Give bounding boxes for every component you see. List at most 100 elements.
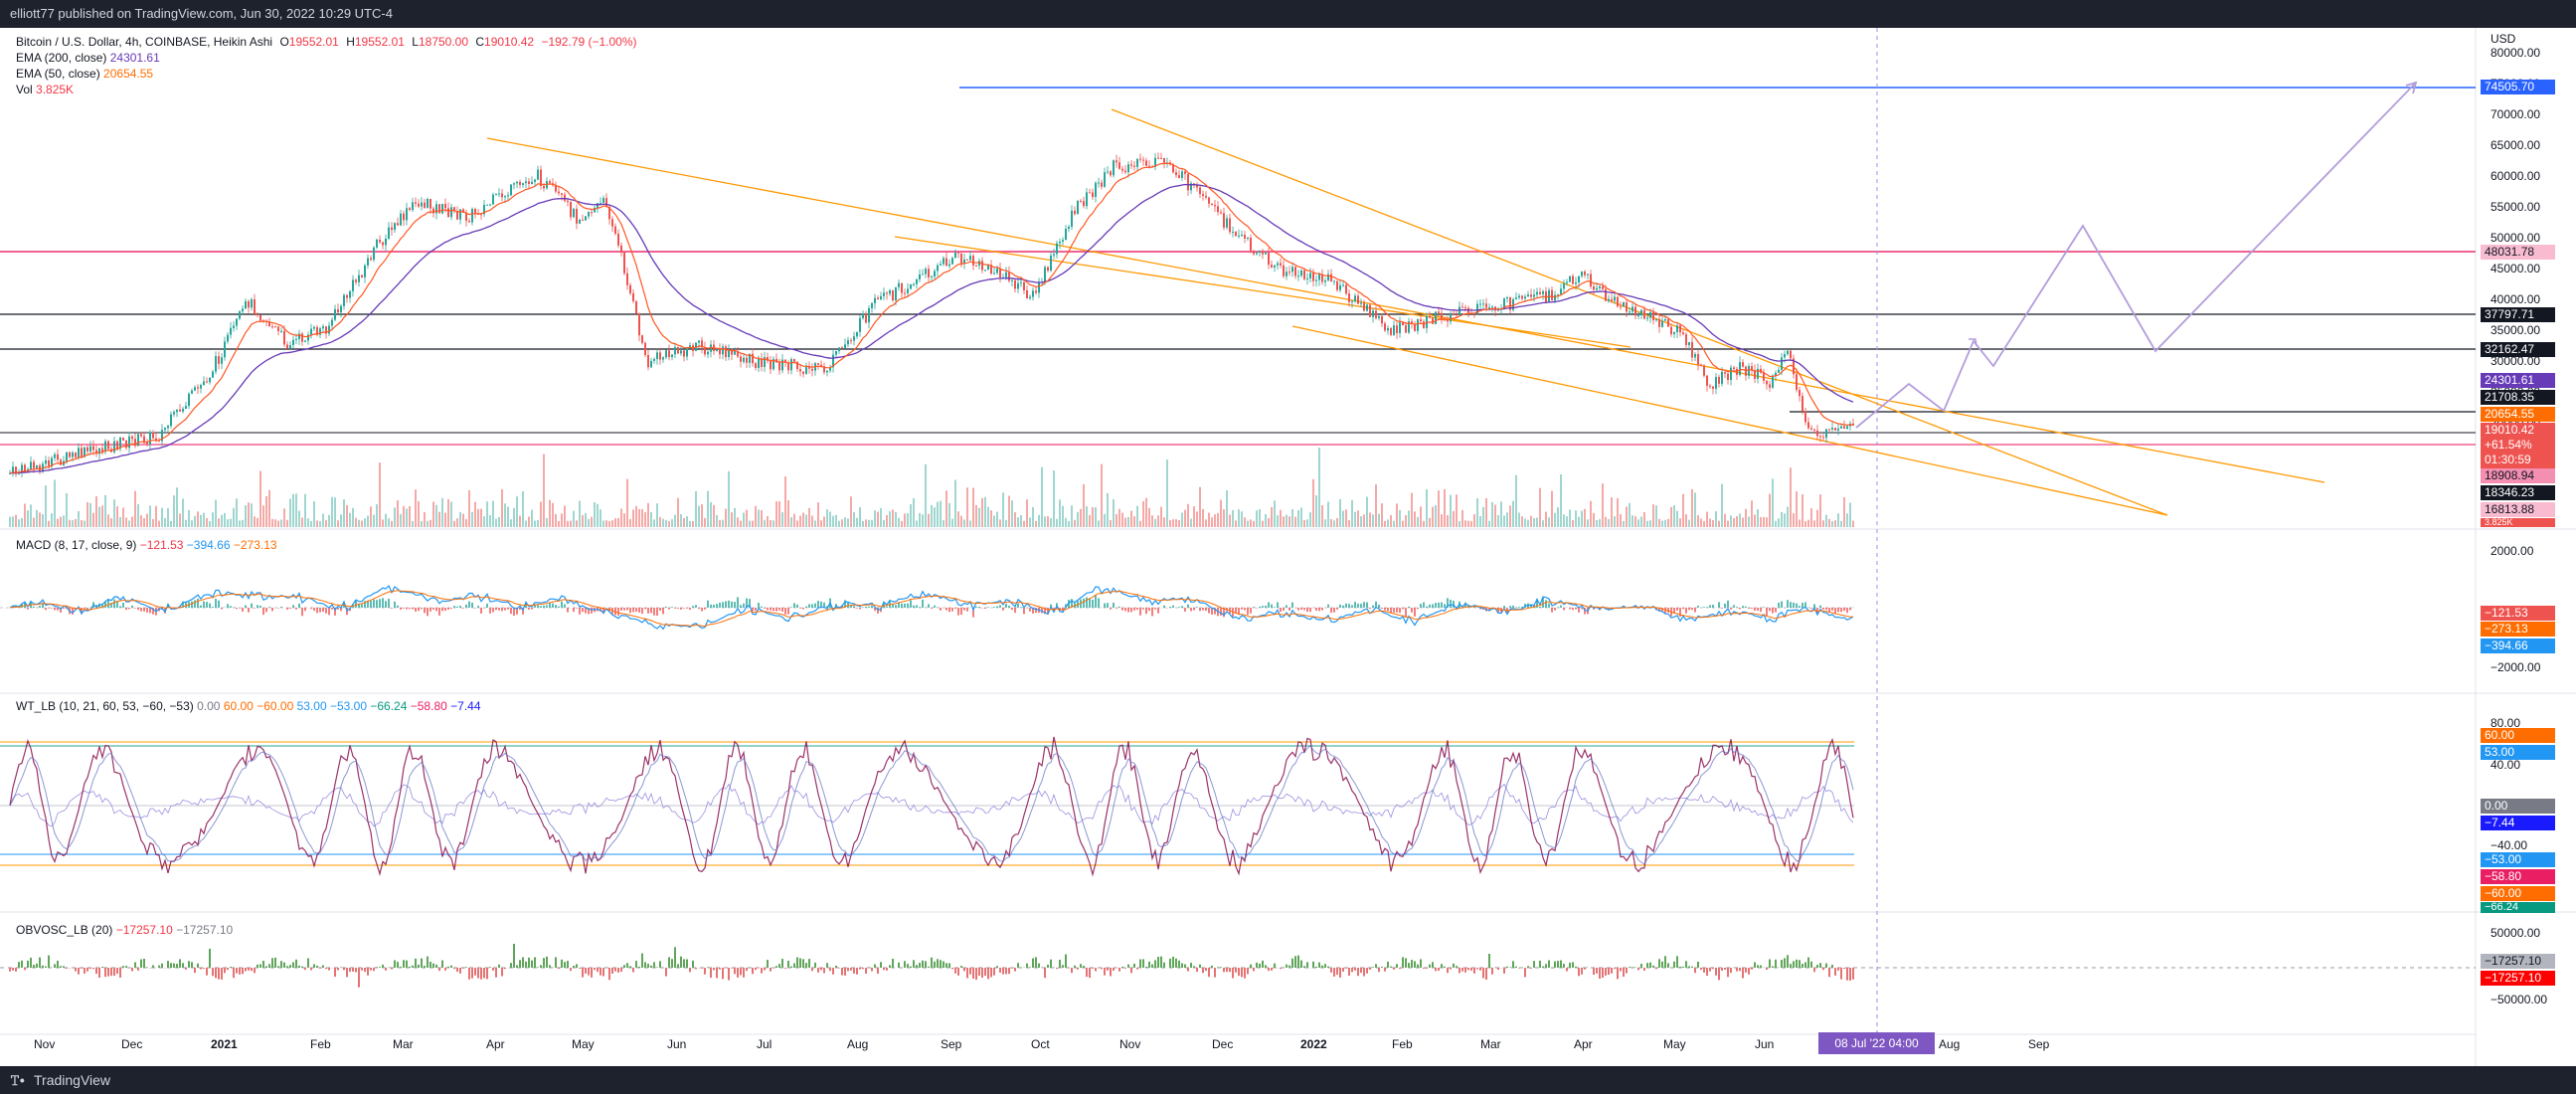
volume-bar — [597, 503, 599, 527]
candle-body — [1023, 281, 1025, 290]
macd-legend[interactable]: MACD (8, 17, close, 9) −121.53 −394.66 −… — [16, 537, 277, 553]
candle-body — [176, 409, 178, 413]
candle-body — [1297, 275, 1299, 277]
volume-bar — [1748, 516, 1750, 527]
volume-bar — [570, 520, 572, 527]
candle-body — [1205, 195, 1207, 198]
volume-bar — [1005, 519, 1007, 527]
main-legend[interactable]: Bitcoin / U.S. Dollar, 4h, COINBASE, Hei… — [16, 34, 637, 97]
symbol-description[interactable]: Bitcoin / U.S. Dollar, 4h, COINBASE, Hei… — [16, 35, 273, 49]
volume-bar — [1116, 513, 1117, 527]
candle-body — [409, 208, 411, 211]
volume-bar — [1351, 499, 1353, 527]
volume-bar — [394, 507, 396, 527]
volume-bar — [844, 517, 846, 527]
volume-bar — [904, 513, 906, 527]
candle-body — [498, 193, 500, 195]
tradingview-brand[interactable]: TradingView — [34, 1072, 111, 1088]
volume-bar — [188, 509, 190, 527]
candle-body — [522, 183, 524, 185]
volume-bar — [1724, 513, 1726, 527]
candle-body — [24, 464, 26, 472]
volume-bar — [1467, 520, 1469, 527]
candle-body — [1229, 218, 1231, 233]
volume-bar — [462, 513, 464, 527]
candle-body — [1309, 273, 1311, 278]
candle-body — [1491, 306, 1493, 308]
volume-bar — [1256, 510, 1258, 527]
volume-bar — [1139, 520, 1141, 527]
wt-legend[interactable]: WT_LB (10, 21, 60, 53, −60, −53) 0.00 60… — [16, 698, 481, 714]
volume-bar — [984, 496, 986, 527]
volume-bar — [1154, 518, 1156, 527]
publish-header: elliott77 published on TradingView.com, … — [0, 0, 2576, 28]
candle-body — [1569, 275, 1571, 282]
chart-canvas[interactable] — [0, 28, 2576, 1066]
candle-body — [122, 437, 124, 441]
candle-body — [1288, 272, 1290, 274]
candle-body — [167, 426, 169, 429]
time-label-1: Dec — [121, 1037, 143, 1051]
volume-bar — [549, 499, 551, 527]
volume-bar — [787, 500, 789, 527]
volume-bar — [1459, 520, 1460, 527]
volume-bar — [546, 517, 548, 527]
time-label-6: May — [572, 1037, 595, 1051]
volume-bar — [901, 520, 903, 527]
candle-body — [1670, 326, 1672, 335]
volume-bar — [510, 519, 512, 527]
volume-bar — [224, 512, 226, 527]
volume-bar — [1461, 509, 1463, 527]
candle-body — [793, 359, 795, 362]
volume-bar — [1590, 500, 1592, 527]
price-tag-21708: 21708.35 — [2481, 390, 2555, 405]
volume-bar — [274, 519, 276, 527]
candle-body — [242, 308, 244, 312]
candle-body — [1405, 325, 1407, 333]
volume-bar — [898, 517, 900, 527]
candle-body — [1220, 212, 1222, 214]
volume-bar — [588, 518, 590, 527]
candle-body — [215, 356, 217, 372]
volume-bar — [749, 520, 751, 527]
volume-bar — [1178, 519, 1180, 527]
volume-label[interactable]: Vol — [16, 83, 33, 96]
ema50-label[interactable]: EMA (50, close) — [16, 67, 100, 81]
volume-bar — [271, 518, 273, 527]
candle-body — [1417, 319, 1419, 331]
time-label-18: May — [1663, 1037, 1686, 1051]
volume-bar — [931, 504, 933, 527]
candle-body — [662, 357, 664, 360]
volume-bar — [1294, 516, 1296, 527]
wt-label[interactable]: WT_LB (10, 21, 60, 53, −60, −53) — [16, 699, 194, 713]
volume-bar — [1315, 495, 1317, 527]
candle-body — [510, 184, 512, 196]
time-label-19: Jun — [1755, 1037, 1775, 1051]
candle-body — [1113, 160, 1115, 176]
candle-body — [1044, 267, 1046, 282]
tradingview-logo-icon[interactable]: 𝚃• — [10, 1072, 25, 1088]
ema200-label[interactable]: EMA (200, close) — [16, 51, 107, 65]
volume-bar — [1098, 520, 1100, 527]
volume-bar — [1536, 517, 1538, 527]
volume-bar — [1742, 517, 1744, 527]
open-label: O — [279, 35, 289, 49]
volume-bar — [614, 518, 616, 527]
candle-body — [1846, 426, 1848, 429]
candle-body — [850, 340, 852, 342]
candle-body — [954, 252, 956, 259]
candle-body — [1277, 263, 1279, 266]
candle-body — [394, 223, 396, 231]
volume-bar — [149, 505, 151, 527]
volume-bar — [969, 520, 971, 527]
volume-bar — [913, 497, 915, 527]
volume-bar — [963, 519, 965, 527]
obv-legend[interactable]: OBVOSC_LB (20) −17257.10 −17257.10 — [16, 922, 233, 938]
candle-body — [1348, 293, 1350, 302]
candle-body — [54, 454, 56, 458]
macd-label[interactable]: MACD (8, 17, close, 9) — [16, 538, 137, 552]
volume-bar — [161, 507, 163, 527]
obv-label[interactable]: OBVOSC_LB (20) — [16, 923, 113, 937]
volume-bar — [265, 495, 267, 527]
volume-bar — [1336, 518, 1338, 527]
